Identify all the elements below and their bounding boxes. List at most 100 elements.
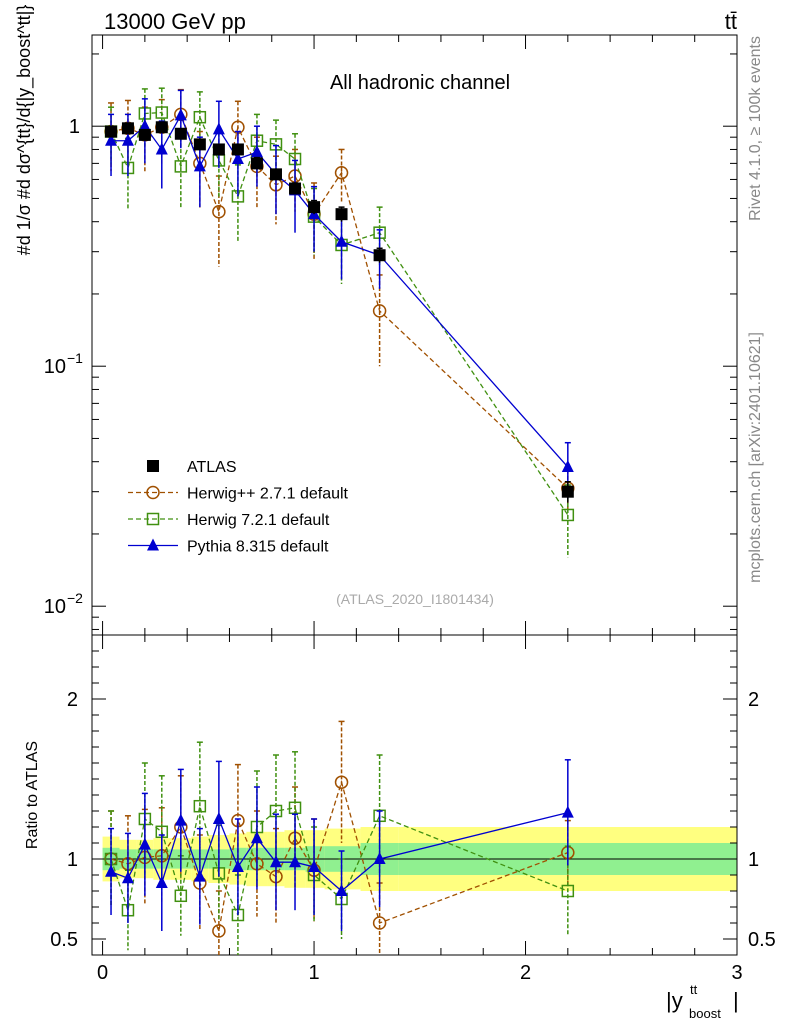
pythia-8-315-default-point: [174, 108, 187, 121]
herwig-2-7-1-default-point: [334, 775, 349, 789]
pythia-8-315-default-point: [212, 812, 225, 824]
atlas-point: [308, 201, 321, 214]
y-tick-exponent: −1: [67, 350, 83, 366]
rivet-version-label: Rivet 4.1.0, ≥ 100k events: [747, 36, 764, 221]
legend-marker-pythia-8-315-default: [147, 538, 159, 551]
x-axis-label-sup: tt: [690, 982, 698, 997]
main-panel: All hadronic channel (ATLAS_2020_I180143…: [14, 5, 738, 636]
atlas-point: [174, 127, 187, 140]
legend-label-pythia-8-315-default: Pythia 8.315 default: [187, 539, 329, 556]
herwig-2-7-1-default-point: [334, 165, 349, 180]
atlas-point: [250, 157, 263, 170]
herwig-7-2-1-default-point: [288, 801, 302, 815]
pythia-8-315-default-point: [561, 460, 574, 473]
pythia-8-315-default-point: [212, 122, 225, 135]
pythia-8-315-default-point: [105, 864, 118, 877]
pythia-8-315-default-point: [193, 869, 206, 882]
pythia-8-315-default-point: [231, 860, 244, 872]
legend-label-herwig-7-2-1-default: Herwig 7.2.1 default: [187, 512, 330, 529]
ratio-axis-ticks: 0 1 2 3 0.5 0.5 1 1 2 2: [50, 635, 776, 984]
atlas-point: [138, 128, 151, 141]
pythia-8-315-default-point: [121, 133, 134, 146]
x-axis-label-sub: boost: [689, 1006, 721, 1021]
herwig-2-7-1-default-point: [212, 205, 226, 219]
atlas-point: [289, 182, 302, 195]
herwig-7-2-1-default-point: [174, 889, 188, 903]
pythia-8-315-default-point: [308, 860, 321, 872]
pythia-8-315-default-point: [155, 876, 168, 888]
pythia-8-315-default-point: [269, 855, 282, 868]
y-tick-label: 0.5: [50, 929, 78, 951]
x-axis-label-main: |y: [666, 988, 683, 1013]
atlas-point: [121, 122, 134, 135]
atlas-point: [335, 208, 348, 221]
herwig-7-2-1-default-point: [155, 106, 169, 119]
y-tick-label: 2: [67, 689, 78, 711]
pythia-8-315-default-point: [335, 884, 348, 896]
herwig-7-2-1-default-point: [193, 110, 207, 124]
pythia-8-315-default-point: [138, 119, 151, 132]
y-tick-exponent: −2: [67, 590, 83, 606]
process-label: tt̄: [725, 9, 737, 34]
y-tick-label-right: 1: [748, 849, 759, 871]
herwig-2-7-1-default-point: [372, 916, 387, 930]
pythia-8-315-default-point: [250, 145, 263, 158]
atlas-point: [231, 143, 244, 156]
pythia-8-315-default-point: [193, 159, 206, 172]
x-tick-label: 2: [520, 962, 531, 984]
pythia-8-315-default-point: [561, 805, 574, 818]
main-y-axis-label: #d 1/σ #d dσ^{tt}/d{|y_boost^tt|}: [14, 5, 35, 256]
herwig-2-7-1-default-point: [212, 924, 226, 938]
legend-label-herwig-2-7-1-default: Herwig++ 2.7.1 default: [187, 486, 349, 503]
pythia-8-315-default-point: [289, 855, 302, 868]
atlas-point: [212, 143, 225, 156]
atlas-point: [269, 168, 282, 181]
mcplots-label: mcplots.cern.ch [arXiv:2401.10621]: [747, 332, 764, 583]
energy-label: 13000 GeV pp: [104, 9, 246, 34]
x-tick-label: 0: [97, 962, 108, 984]
pythia-8-315-default-point: [231, 152, 244, 165]
x-axis-label-end: |: [733, 988, 739, 1013]
ratio-data-marks: [104, 720, 575, 955]
y-tick-label: 10: [44, 356, 66, 378]
atlas-point: [193, 138, 206, 151]
legend-marker-herwig-2-7-1-default: [146, 485, 160, 500]
x-tick-label: 1: [308, 962, 319, 984]
main-axis-ticks: 10−210−1110: [44, 35, 738, 635]
pythia-8-315-default-point: [174, 813, 187, 826]
x-tick-label: 3: [731, 962, 742, 984]
herwig-2-7-1-default-point: [372, 304, 387, 318]
pythia-8-315-default-point: [105, 133, 118, 146]
y-tick-label: 1: [67, 849, 78, 871]
atlas-point: [561, 485, 574, 498]
atlas-point: [373, 249, 386, 262]
y-tick-label-right: 0.5: [748, 929, 776, 951]
pythia-8-315-default-point: [121, 871, 134, 884]
legend-marker-atlas: [147, 460, 159, 472]
legend-label-atlas: ATLAS: [187, 459, 237, 476]
pythia-8-315-default-point: [335, 234, 348, 247]
atlas-point: [155, 121, 168, 134]
pythia-8-315-default-point: [250, 831, 263, 844]
herwig-7-2-1-default-point: [561, 884, 575, 898]
legend: ATLAS Herwig++ 2.7.1 default Herwig 7.2.1 …: [128, 459, 349, 556]
main-data-marks: [104, 87, 575, 558]
y-tick-label: 1: [69, 116, 80, 138]
y-tick-label-right: 2: [748, 689, 759, 711]
y-tick-label: 10: [44, 596, 66, 618]
ratio-frame: [91, 634, 738, 956]
ratio-y-axis-label: Ratio to ATLAS: [24, 741, 41, 849]
x-axis-label: |y tt boost |: [666, 982, 739, 1021]
legend-marker-herwig-7-2-1-default: [146, 512, 160, 526]
herwig-7-2-1-default-point: [193, 799, 207, 813]
chart-title: All hadronic channel: [330, 72, 510, 94]
ratio-panel: Ratio to ATLAS 0 1 2 3 0.5 0.5 1 1 2 2: [24, 634, 776, 984]
herwig-7-2-1-default-point: [561, 508, 575, 522]
analysis-label: (ATLAS_2020_I1801434): [336, 591, 494, 607]
pythia-8-315-default-point: [138, 837, 151, 850]
pythia-8-315-default-point: [155, 142, 168, 155]
atlas-point: [105, 125, 118, 138]
pythia-8-315-default-point: [373, 852, 386, 864]
herwig-7-2-1-default-point: [174, 160, 188, 173]
